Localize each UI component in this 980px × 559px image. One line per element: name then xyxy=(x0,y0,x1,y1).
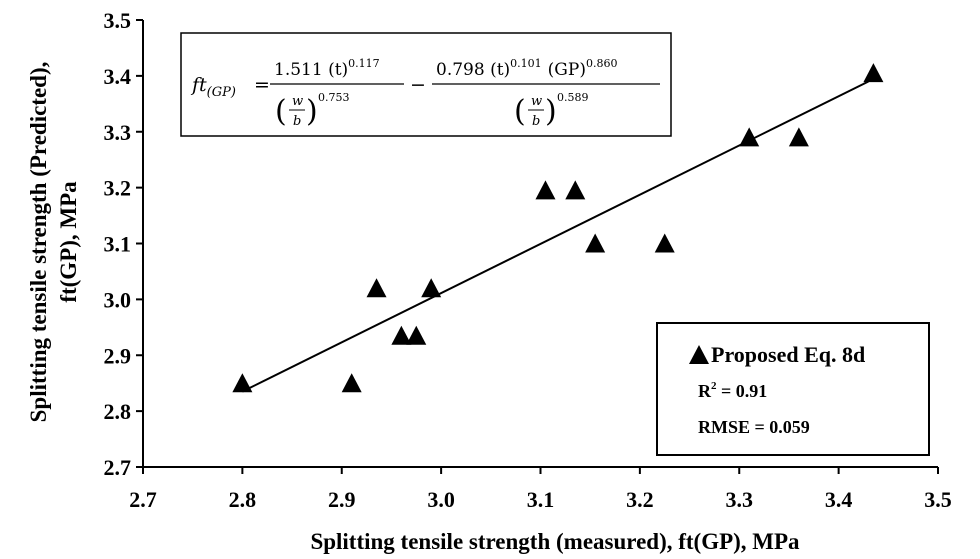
equation-lhs: ft(GP) xyxy=(190,74,236,100)
x-tick-label: 3.5 xyxy=(924,487,952,512)
y-tick-label: 3.2 xyxy=(104,176,132,201)
y-tick-label: 2.7 xyxy=(104,455,132,480)
regression-line xyxy=(241,80,869,393)
x-axis-title: Splitting tensile strength (measured), f… xyxy=(310,529,800,554)
term2-den-w: w xyxy=(531,94,542,109)
y-tick-label: 3.4 xyxy=(104,64,132,89)
y-tick-label: 3.5 xyxy=(104,8,132,33)
term2-num-b: (GP) xyxy=(548,60,586,80)
y-tick-label: 2.8 xyxy=(104,399,132,424)
term2-num-b-exp: 0.860 xyxy=(586,57,618,70)
data-point-triangle xyxy=(739,127,760,147)
regression-line-group xyxy=(241,80,869,393)
y-axis-title-line2: ft(GP), MPa xyxy=(56,181,81,303)
x-tick-label: 3.3 xyxy=(726,487,754,512)
term1-den-exp: 0.753 xyxy=(318,91,350,104)
y-tick-label: 2.9 xyxy=(104,343,132,368)
equation-lhs-main: ft xyxy=(190,74,207,96)
legend-series-label: Proposed Eq. 8d xyxy=(711,342,865,367)
legend-frame xyxy=(656,322,930,456)
data-point-triangle xyxy=(863,63,884,83)
x-tick-label: 2.9 xyxy=(328,487,356,512)
term1-den-rparen: ) xyxy=(306,94,318,129)
x-tick-label: 3.2 xyxy=(626,487,654,512)
legend-rmse: RMSE = 0.059 xyxy=(698,417,810,437)
data-point-triangle xyxy=(535,180,556,200)
term1-num-exp: 0.117 xyxy=(348,57,380,70)
y-tick-label: 3.3 xyxy=(104,120,132,145)
legend-r2-value: = 0.91 xyxy=(717,381,768,401)
data-point-triangle xyxy=(232,373,253,393)
x-tick-label: 3.0 xyxy=(427,487,455,512)
data-point-triangle xyxy=(406,325,427,345)
equation-lhs-sub: (GP) xyxy=(207,85,236,100)
equals-sign: = xyxy=(254,74,270,96)
data-point-triangle xyxy=(341,373,362,393)
data-point-triangle xyxy=(391,325,412,345)
legend-r2-sup: 2 xyxy=(711,380,717,392)
data-point-triangle xyxy=(654,233,675,253)
y-axis-title-line1: Splitting tensile strength (Predicted), xyxy=(26,62,51,423)
term2-num-a: 0.798 (t) xyxy=(436,60,510,80)
y-tick-label: 3.0 xyxy=(104,287,132,312)
term1-den-w: w xyxy=(292,94,303,109)
minus-sign: − xyxy=(410,74,426,96)
data-points xyxy=(232,63,884,393)
y-axis-ticks: 2.7 2.8 2.9 3.0 3.1 3.2 3.3 3.4 3.5 xyxy=(104,8,143,480)
y-tick-label: 3.1 xyxy=(104,232,132,257)
data-point-triangle xyxy=(421,278,442,298)
term2-den-lparen: ( xyxy=(514,94,526,129)
term2-num-a-exp: 0.101 xyxy=(510,57,542,70)
legend-triangle-icon xyxy=(689,345,709,364)
data-point-triangle xyxy=(585,233,606,253)
x-tick-label: 2.7 xyxy=(129,487,157,512)
data-point-triangle xyxy=(565,180,586,200)
term2-den-b: b xyxy=(532,114,540,129)
term1-num-base: 1.511 (t) xyxy=(274,60,348,80)
term2-den-exp: 0.589 xyxy=(557,91,589,104)
legend: Proposed Eq. 8d R2 = 0.91 RMSE = 0.059 xyxy=(656,322,930,456)
term1-den-b: b xyxy=(293,114,301,129)
term2-den-rparen: ) xyxy=(545,94,557,129)
data-point-triangle xyxy=(366,278,387,298)
x-tick-label: 2.8 xyxy=(229,487,257,512)
data-point-triangle xyxy=(788,127,809,147)
term2-numerator: 0.798 (t)0.101 (GP)0.860 xyxy=(436,57,617,80)
legend-r2-label: R xyxy=(698,381,712,401)
x-tick-label: 3.4 xyxy=(825,487,853,512)
equation-box: ft(GP) = 1.511 (t)0.117 ( w b ) 0.753 − … xyxy=(180,32,672,137)
term1-numerator: 1.511 (t)0.117 xyxy=(274,57,380,80)
legend-r2: R2 = 0.91 xyxy=(698,380,767,401)
term1-den-lparen: ( xyxy=(275,94,287,129)
x-tick-label: 3.1 xyxy=(527,487,555,512)
x-axis-ticks: 2.7 2.8 2.9 3.0 3.1 3.2 3.3 3.4 3.5 xyxy=(129,467,952,512)
